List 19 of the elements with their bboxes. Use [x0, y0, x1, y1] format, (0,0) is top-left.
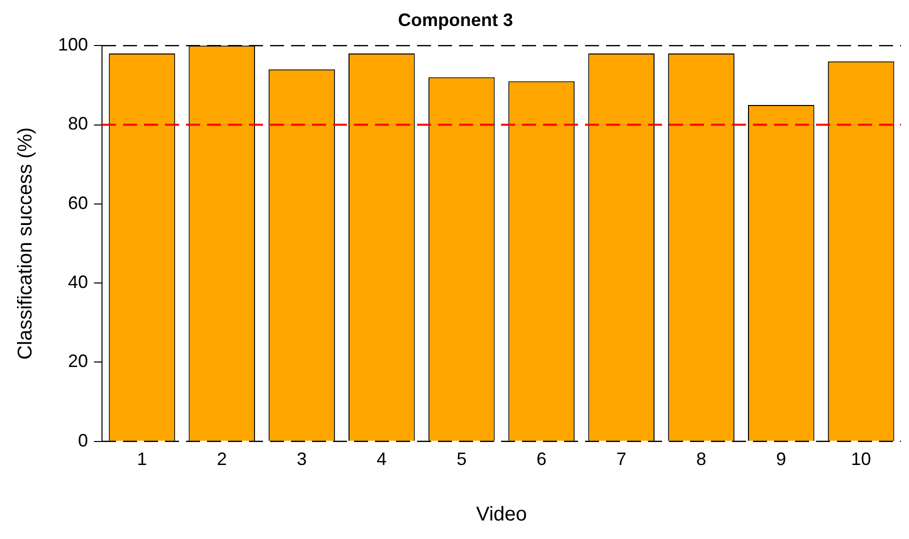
y-tick-label: 20 — [68, 351, 88, 372]
y-tick-label: 80 — [68, 114, 88, 134]
chart-title: Component 3 — [398, 10, 513, 30]
y-axis-title: Classification success (%) — [14, 127, 37, 360]
y-tick-label: 0 — [78, 430, 88, 450]
x-tick-label: 5 — [456, 449, 467, 470]
x-tick-label: 2 — [216, 449, 227, 470]
y-tick-label: 100 — [58, 34, 88, 55]
x-tick-label: 6 — [536, 449, 546, 470]
y-tick-label: 40 — [68, 272, 88, 292]
x-tick-label: 7 — [616, 449, 626, 470]
y-tick-label: 60 — [68, 192, 88, 213]
x-tick-label: 9 — [776, 449, 786, 470]
x-tick-label: 3 — [296, 449, 307, 470]
x-tick-label: 4 — [376, 449, 387, 470]
x-tick-label: 1 — [136, 449, 147, 470]
x-tick-label: 8 — [696, 449, 706, 470]
x-tick-label: 10 — [851, 449, 872, 470]
x-axis-title: Video — [476, 504, 527, 526]
